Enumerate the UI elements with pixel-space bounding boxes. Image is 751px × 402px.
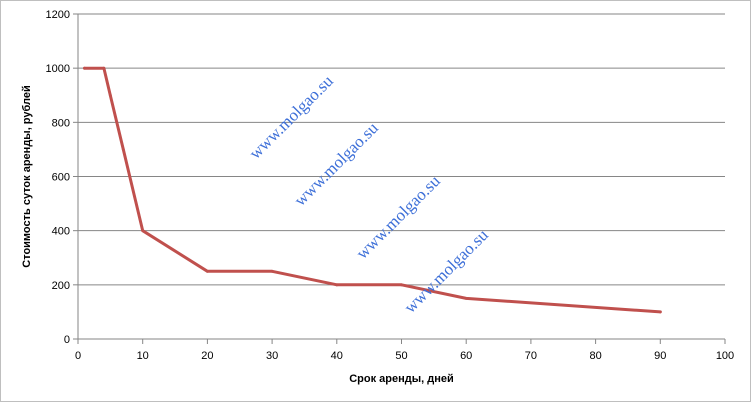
x-tick-label: 90: [654, 350, 666, 362]
gridlines: [78, 13, 725, 286]
x-tick-label: 30: [266, 350, 278, 362]
y-tick-labels: 0 200 400 600 800 1000 1200: [46, 9, 70, 346]
x-tick-label: 50: [395, 350, 407, 362]
data-point: [83, 66, 86, 70]
data-point: [270, 269, 274, 273]
x-tick-label: 100: [716, 350, 734, 362]
y-tick-label: 1000: [46, 63, 70, 75]
y-tick-label: 800: [52, 117, 70, 129]
x-tick-label: 80: [589, 350, 601, 362]
x-tick-label: 20: [201, 350, 213, 362]
data-point: [141, 229, 145, 233]
x-tick-labels: 0 10 20 30 40 50 60 70 80 90 100: [75, 350, 734, 362]
y-tick-label: 200: [52, 280, 70, 292]
y-tick-label: 0: [64, 334, 70, 346]
data-point: [102, 66, 106, 70]
data-point: [108, 93, 112, 97]
x-axis-title: Срок аренды, дней: [349, 373, 454, 385]
x-tick-label: 70: [525, 350, 537, 362]
series-layer: [83, 66, 662, 314]
data-point: [335, 283, 339, 287]
data-point: [658, 310, 662, 314]
data-point: [400, 283, 403, 287]
x-tick-label: 0: [75, 350, 81, 362]
x-tick-label: 60: [460, 350, 472, 362]
axes: [73, 13, 726, 344]
y-axis-title: Стоимость суток аренды, рублей: [21, 85, 33, 267]
y-tick-label: 400: [52, 226, 70, 238]
data-point: [464, 296, 468, 300]
data-point: [206, 269, 209, 273]
y-tick-label: 600: [52, 172, 70, 184]
x-tick-label: 40: [331, 350, 343, 362]
x-tick-label: 10: [137, 350, 149, 362]
data-point: [121, 148, 125, 151]
y-tick-label: 1200: [46, 9, 70, 21]
